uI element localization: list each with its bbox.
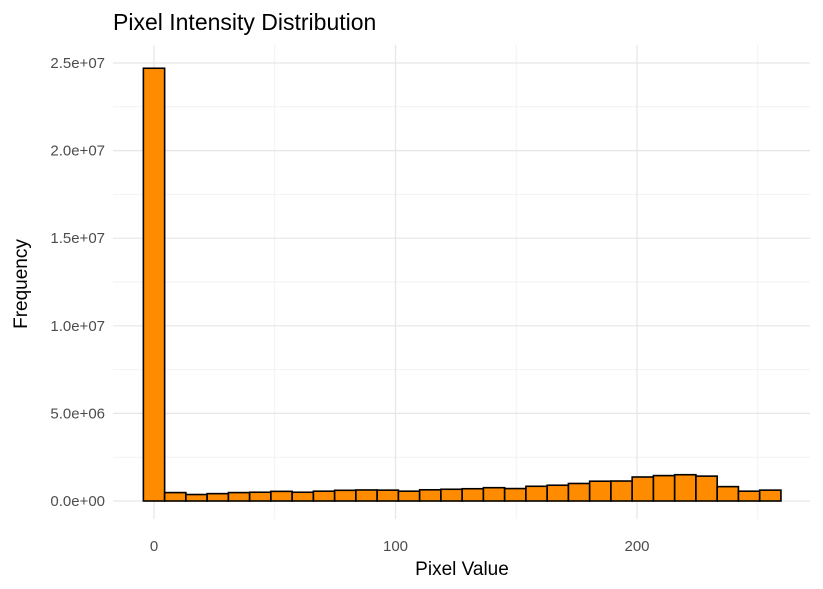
histogram-bar bbox=[418, 488, 442, 502]
histogram-bar bbox=[227, 491, 251, 502]
histogram-bars bbox=[142, 67, 782, 502]
histogram-bar bbox=[652, 474, 676, 502]
histogram-bar bbox=[312, 490, 336, 502]
histogram-bar bbox=[610, 480, 633, 502]
histogram-bar bbox=[588, 480, 612, 502]
y-tick-label: 0.0e+00 bbox=[50, 493, 105, 510]
histogram-bar bbox=[185, 493, 208, 502]
histogram-bar bbox=[440, 488, 463, 502]
histogram-bar bbox=[546, 484, 570, 502]
histogram-bar bbox=[525, 485, 548, 502]
histogram-bar bbox=[397, 490, 421, 502]
histogram-bar bbox=[631, 476, 655, 502]
y-axis-title: Frequency bbox=[11, 239, 32, 329]
y-tick-label: 5.0e+06 bbox=[50, 405, 105, 422]
histogram-bar bbox=[737, 490, 761, 502]
histogram-bar bbox=[291, 491, 315, 502]
y-tick-label: 2.5e+07 bbox=[50, 55, 105, 72]
x-tick-label: 100 bbox=[383, 538, 408, 555]
y-tick-label: 1.5e+07 bbox=[50, 230, 105, 247]
histogram-bar bbox=[270, 490, 293, 502]
histogram-bar bbox=[206, 492, 230, 502]
histogram-bar bbox=[163, 491, 187, 502]
y-axis-tick-labels: 0.0e+00 5.0e+06 1.0e+07 1.5e+07 2.0e+07 2.5e+… bbox=[50, 55, 105, 510]
x-tick-label: 200 bbox=[624, 538, 649, 555]
histogram-bar bbox=[482, 486, 506, 502]
y-tick-label: 1.0e+07 bbox=[50, 318, 105, 335]
histogram-bar bbox=[567, 482, 591, 502]
histogram-bar bbox=[461, 487, 485, 502]
x-axis-tick-labels: 0 100 200 bbox=[150, 538, 650, 555]
x-tick-label: 0 bbox=[150, 538, 158, 555]
histogram-bar bbox=[142, 67, 166, 502]
histogram-bar bbox=[376, 489, 400, 502]
histogram-bar bbox=[758, 489, 782, 502]
y-tick-label: 2.0e+07 bbox=[50, 143, 105, 160]
histogram-bar bbox=[695, 475, 718, 502]
histogram-bar bbox=[355, 489, 378, 502]
histogram-bar bbox=[248, 491, 272, 502]
histogram-bar bbox=[333, 489, 357, 502]
histogram-bar bbox=[716, 485, 740, 502]
chart-title: Pixel Intensity Distribution bbox=[113, 9, 376, 35]
minor-grid-lines bbox=[113, 45, 810, 519]
x-axis-title: Pixel Value bbox=[415, 559, 509, 580]
histogram-bar bbox=[503, 487, 527, 502]
histogram-bar bbox=[673, 473, 697, 502]
